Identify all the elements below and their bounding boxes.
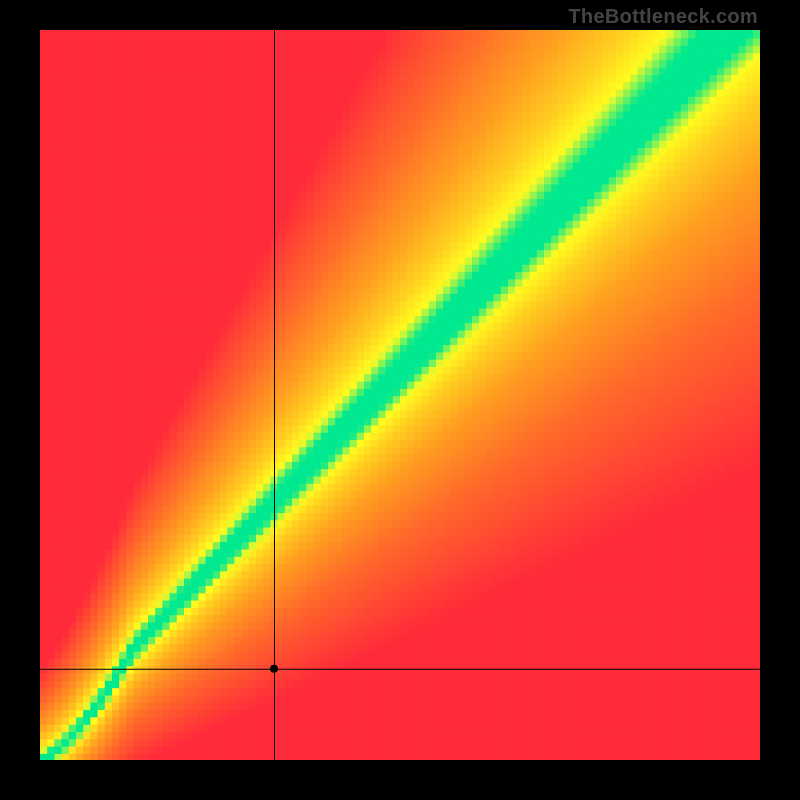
chart-container: TheBottleneck.com	[0, 0, 800, 800]
heatmap-canvas	[40, 30, 760, 760]
watermark-text: TheBottleneck.com	[568, 6, 758, 29]
bottleneck-heatmap	[40, 30, 760, 760]
